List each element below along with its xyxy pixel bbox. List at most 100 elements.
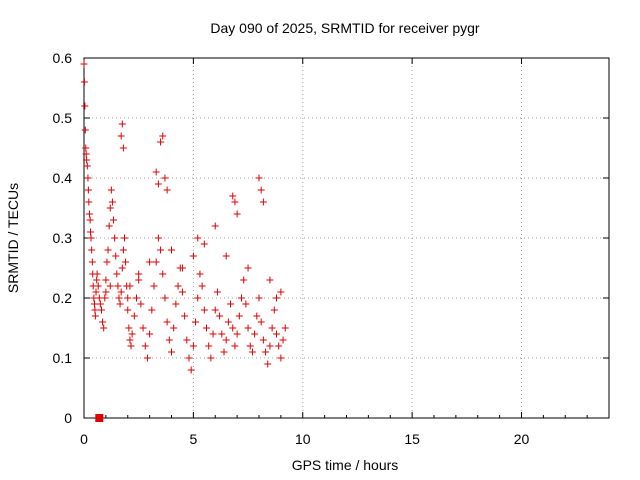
data-point [99, 318, 107, 326]
data-point [165, 336, 173, 344]
data-point [87, 234, 95, 242]
data-point [279, 336, 287, 344]
data-point [94, 282, 102, 290]
data-point [183, 336, 191, 344]
data-point [181, 312, 189, 320]
data-point [141, 342, 149, 350]
data-point [235, 312, 243, 320]
data-point [264, 360, 272, 368]
data-point [117, 132, 125, 140]
plot-area [83, 57, 610, 419]
data-point [157, 246, 165, 254]
data-point [126, 336, 134, 344]
data-point [127, 342, 135, 350]
data-point [135, 270, 143, 278]
data-point [139, 324, 147, 332]
data-point [118, 120, 126, 128]
data-point [178, 264, 186, 272]
data-point [172, 300, 180, 308]
data-point [85, 198, 93, 206]
data-point [227, 300, 235, 308]
data-point [157, 138, 165, 146]
data-point [119, 246, 127, 254]
y-tick-label: 0.1 [53, 350, 73, 366]
data-point [281, 324, 289, 332]
data-point [192, 318, 200, 326]
data-point [80, 78, 88, 86]
data-point [168, 246, 175, 254]
data-point [200, 306, 208, 314]
data-point [137, 300, 145, 308]
data-point [270, 306, 278, 314]
data-point [257, 186, 265, 194]
x-axis: 0 5 10 15 20 [80, 58, 610, 447]
data-point [114, 282, 122, 290]
x-axis-label: GPS time / hours [292, 457, 399, 473]
data-point [133, 294, 140, 302]
grid [84, 58, 609, 418]
data-point [122, 258, 130, 266]
data-point [229, 192, 237, 200]
data-point [135, 276, 143, 284]
data-point [100, 324, 108, 332]
data-point [266, 276, 274, 284]
data-point [174, 282, 182, 290]
data-point [211, 222, 219, 230]
data-point [110, 216, 118, 224]
data-point [222, 336, 230, 344]
data-point [143, 354, 151, 362]
data-point [159, 132, 167, 140]
y-tick-label: 0.6 [53, 50, 73, 66]
data-point [196, 270, 204, 278]
data-point [205, 342, 213, 350]
data-point [251, 330, 259, 338]
data-point [85, 210, 93, 218]
data-point [273, 294, 280, 302]
data-point [111, 234, 119, 242]
data-point [194, 234, 202, 242]
data-point [81, 126, 89, 134]
data-point [238, 294, 245, 302]
data-point [152, 168, 160, 176]
x-tick-label: 10 [295, 431, 311, 447]
chart-title: Day 090 of 2025, SRMTID for receiver pyg… [210, 20, 480, 36]
data-point [178, 288, 186, 296]
x-tick-label: 0 [80, 431, 88, 447]
data-point [84, 186, 92, 194]
data-point [102, 276, 110, 284]
data-point [231, 342, 239, 350]
data-point [200, 240, 208, 248]
data-point [113, 270, 121, 278]
data-point [233, 210, 241, 218]
data-point [98, 306, 105, 314]
data-point [91, 312, 99, 320]
data-point [93, 276, 101, 284]
data-point [255, 174, 263, 182]
data-point [148, 306, 156, 314]
data-point [216, 312, 224, 320]
data-point [262, 348, 270, 356]
data-point [117, 288, 125, 296]
data-point [211, 306, 219, 314]
data-point [102, 288, 110, 296]
data-point [255, 294, 263, 302]
data-point [229, 324, 237, 332]
data-point [244, 264, 252, 272]
data-point [106, 282, 114, 290]
data-point [118, 264, 126, 272]
data-point [154, 234, 162, 242]
data-point [125, 324, 133, 332]
x-tick-label: 5 [189, 431, 197, 447]
y-axis-label: SRMTID / TECUs [5, 183, 21, 293]
data-point [231, 198, 239, 206]
data-point [163, 318, 171, 326]
data-point [233, 330, 241, 338]
data-point [103, 258, 111, 266]
data-point [161, 294, 169, 302]
data-point [116, 300, 124, 308]
data-point [266, 342, 274, 350]
data-point [277, 288, 285, 296]
data-point [150, 282, 158, 290]
data-point [248, 348, 256, 356]
